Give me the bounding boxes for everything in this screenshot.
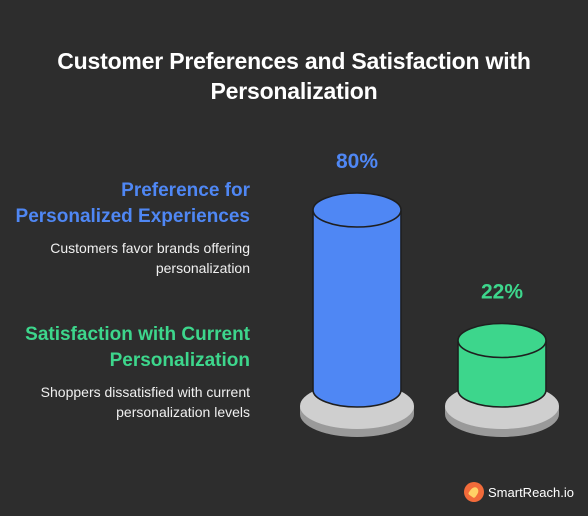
value-label-preference: 80% [336, 150, 378, 173]
legend-label-preference: Preference for Personalized Experiences [15, 180, 250, 227]
bar-top-preference [312, 192, 402, 228]
brand-name: SmartReach.io [488, 484, 574, 500]
chart-title: Customer Preferences and Satisfaction wi… [57, 48, 531, 104]
legend-description-satisfaction: Shoppers dissatisfied with current perso… [40, 384, 250, 420]
bar-outline-preference [312, 210, 402, 408]
value-label-satisfaction: 22% [481, 281, 523, 304]
brand-logo: SmartReach.io [464, 482, 574, 502]
bar-outline-satisfaction [457, 340, 547, 408]
rocket-icon [464, 482, 485, 502]
bar-top-satisfaction [457, 322, 547, 359]
legend-item-satisfaction: Satisfaction with Current Personalizatio… [0, 322, 250, 422]
legend-description-preference: Customers favor brands offering personal… [50, 240, 250, 276]
legend-item-preference: Preference for Personalized Experiences … [10, 178, 250, 278]
bar-preference [313, 210, 401, 390]
legend-label-satisfaction: Satisfaction with Current Personalizatio… [25, 324, 250, 371]
